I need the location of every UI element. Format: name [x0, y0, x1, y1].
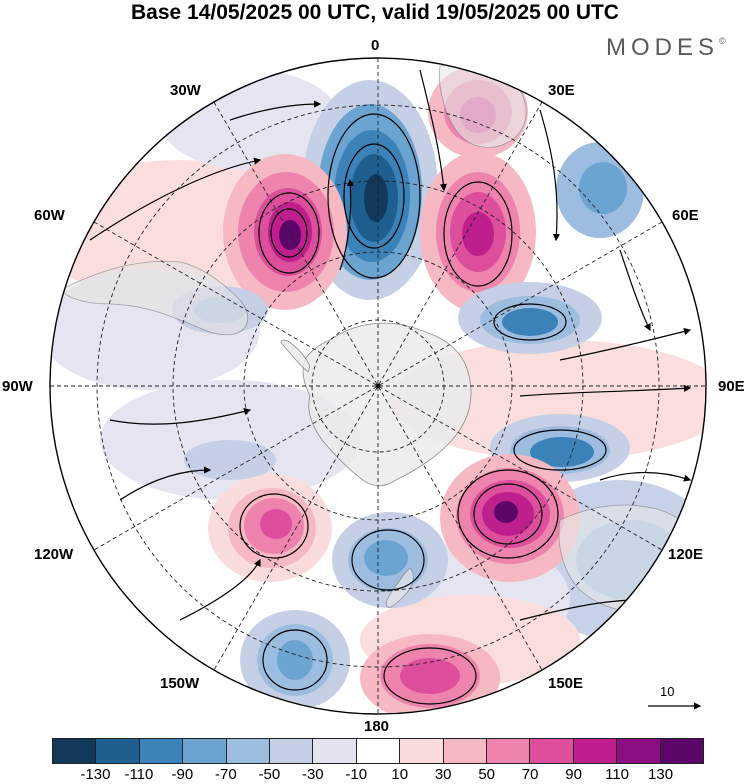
- colorbar-swatch: [269, 739, 313, 763]
- antarctica-landmass: [302, 322, 472, 487]
- colorbar-tick-label: 30: [434, 766, 452, 783]
- label-180: 180: [364, 718, 390, 735]
- colorbar-swatch: [529, 739, 573, 763]
- colorbar-swatch: [616, 739, 660, 763]
- colorbar-tick-label: 10: [391, 766, 409, 783]
- colorbar-swatch: [225, 739, 270, 763]
- colorbar-swatch: [572, 739, 617, 763]
- label-120w: 120W: [34, 546, 74, 563]
- colorbar-tick-label: -90: [171, 766, 194, 783]
- colorbar-tick-label: 90: [565, 766, 582, 783]
- colorbar-swatch: [53, 739, 96, 763]
- colorbar-tick-label: -110: [124, 766, 154, 783]
- label-120e: 120E: [668, 546, 704, 563]
- reference-vector-label: 10: [660, 684, 675, 699]
- colorbar-swatch: [355, 739, 400, 763]
- colorbar: [52, 738, 704, 764]
- label-150e: 150E: [548, 675, 584, 692]
- colorbar-swatch: [138, 739, 183, 763]
- label-90w: 90W: [2, 378, 33, 395]
- colorbar-tick-label: 130: [648, 766, 674, 783]
- map-border: [49, 57, 707, 715]
- colorbar-ticks: -130 -110 -90 -70 -50 -30 -10 10 30 50 70 90 110 130: [0, 766, 750, 784]
- south-pole-marker: [375, 383, 381, 389]
- colorbar-tick-label: 70: [521, 766, 539, 783]
- colorbar-tick-label: 110: [605, 766, 630, 783]
- label-150w: 150W: [160, 675, 200, 692]
- colorbar-swatch: [442, 739, 487, 763]
- colorbar-tick-label: -130: [80, 766, 111, 783]
- label-0: 0: [371, 37, 380, 54]
- colorbar-tick-label: 50: [478, 766, 495, 783]
- colorbar-swatch: [659, 739, 704, 763]
- antarctic-peninsula: [280, 339, 311, 373]
- map-title: Base 14/05/2025 00 UTC, valid 19/05/2025…: [131, 1, 619, 24]
- streamlines: [89, 69, 692, 705]
- label-60w: 60W: [34, 207, 65, 224]
- modes-logo: MODES©: [606, 34, 726, 61]
- colorbar-tick-label: -70: [215, 766, 237, 783]
- label-60e: 60E: [672, 207, 699, 224]
- label-90e: 90E: [718, 378, 745, 395]
- colorbar-swatch: [182, 739, 226, 763]
- label-30w: 30W: [170, 82, 201, 99]
- colorbar-swatch: [312, 739, 356, 763]
- colorbar-tick-label: -30: [301, 766, 324, 783]
- colorbar-swatch: [95, 739, 139, 763]
- colorbar-swatch: [486, 739, 530, 763]
- map-disk: [50, 58, 706, 714]
- colorbar-tick-label: -50: [258, 766, 281, 783]
- south-america-landmass: [59, 260, 248, 336]
- label-30e: 30E: [548, 82, 575, 99]
- colorbar-swatch: [399, 739, 443, 763]
- colorbar-tick-label: -10: [345, 766, 368, 783]
- graticule: [50, 58, 706, 714]
